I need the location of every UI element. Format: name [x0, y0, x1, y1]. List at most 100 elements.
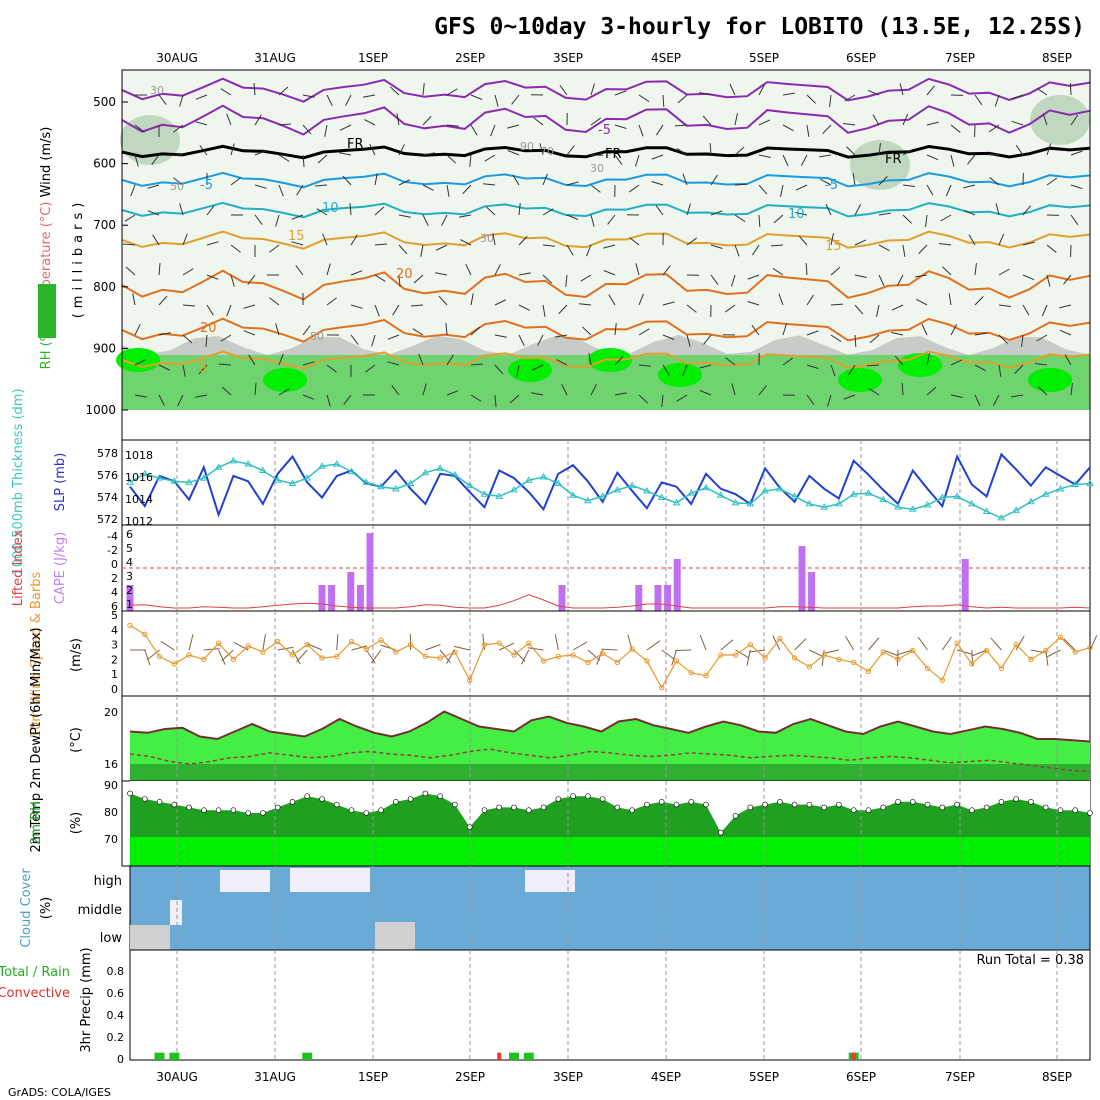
precip-total-bar	[154, 1052, 165, 1060]
wind-point	[319, 655, 325, 661]
cape-tick: 3	[126, 570, 133, 583]
thickness-point	[185, 478, 193, 485]
cloud-block	[525, 870, 575, 892]
precip-tick: 0.6	[107, 987, 125, 1000]
wind-point	[348, 638, 355, 645]
rh-point	[540, 804, 547, 811]
precip-total-bar	[509, 1052, 519, 1060]
thickness-point	[598, 492, 607, 499]
thickness-point	[805, 499, 814, 507]
wind-point	[260, 649, 266, 655]
li-label: Lifted Index	[11, 529, 26, 606]
precip-total-label: Total / Rain	[0, 965, 70, 980]
date-label: 5SEP	[749, 51, 779, 65]
rh-point	[230, 807, 237, 814]
rh-point	[1057, 807, 1064, 814]
rh-unit: (%)	[69, 812, 84, 835]
wind-point	[1072, 649, 1078, 655]
cloud-block	[220, 870, 270, 892]
rh-point	[836, 801, 842, 808]
wind-point	[1028, 656, 1034, 663]
rh-point	[614, 804, 621, 811]
thickness-point	[953, 492, 961, 499]
li-tick: 0	[111, 558, 118, 571]
precip-total-bar	[169, 1052, 180, 1060]
wind-point	[466, 677, 473, 683]
thickness-point	[332, 460, 341, 467]
li-tick: 4	[111, 586, 118, 599]
precip-tick: 0.8	[107, 965, 125, 978]
cloud-low: low	[100, 931, 123, 946]
rh-point	[496, 804, 503, 811]
wind-point	[437, 655, 443, 661]
pressure-tick: 700	[93, 218, 116, 232]
cloud-block	[170, 900, 182, 925]
precip-panel: 0.8 0.6 0.4 0.2 0 Run Total = 0.38 Total / R…	[0, 947, 1091, 1066]
slp-tick: 1016	[125, 471, 153, 484]
wind-point	[363, 646, 370, 652]
cape-bar	[126, 585, 134, 611]
slp-label: SLP (mb)	[53, 453, 68, 512]
thickness-point	[421, 468, 430, 476]
rh-contour-label: 30	[480, 232, 494, 245]
wind-point	[718, 652, 724, 658]
cape-bar	[356, 585, 364, 611]
credit-text: GrADS: COLA/IGES	[8, 1086, 111, 1099]
pressure-tick: 600	[93, 157, 116, 171]
precip-total-bar	[302, 1052, 313, 1060]
thickness-point	[967, 499, 976, 507]
rh-contour-label: 50	[310, 330, 324, 343]
pressure-tick: 1000	[85, 403, 116, 417]
thickness-tick: 578	[97, 447, 118, 460]
contour-labels: -5 -5 -5 FR FR FR 10 10 15 15 20 20 0 30 50 30 70 30 50 90	[150, 84, 902, 376]
rh-point	[570, 793, 576, 800]
temp-tick: 16	[104, 758, 118, 771]
date-label: 31AUG	[254, 51, 296, 65]
thickness-series	[129, 460, 1091, 519]
rh-point	[599, 796, 606, 802]
thickness-point	[436, 464, 445, 471]
cape-bar	[347, 572, 355, 611]
wind-point	[924, 665, 931, 672]
rh-contour-label: 30	[150, 84, 164, 97]
rh-tick: 90	[104, 779, 118, 792]
cape-bar	[366, 533, 374, 611]
rh-point	[777, 798, 783, 805]
thickness-point	[702, 483, 710, 491]
li-tick: 6	[111, 600, 118, 613]
thickness-point	[687, 489, 696, 496]
wind-point	[688, 670, 694, 676]
rh-point	[452, 801, 458, 808]
thickness-point	[362, 478, 371, 485]
thickness-tick: 574	[97, 491, 118, 504]
thickness-point	[716, 491, 725, 498]
date-label: 1SEP	[358, 51, 388, 65]
temperature-contours	[121, 77, 1091, 370]
rh-point	[1028, 798, 1034, 805]
date-axis-top: 30AUG 31AUG 1SEP 2SEP 3SEP 4SEP 5SEP 6SEP 7SEP 8S…	[156, 51, 1072, 65]
rh-point	[171, 801, 178, 808]
rh-point	[703, 801, 709, 808]
cloud-block	[290, 868, 370, 892]
thickness-tick: 572	[97, 513, 118, 526]
wind-speed-line	[127, 622, 1093, 691]
cape-bar	[654, 585, 662, 611]
rh-point	[407, 796, 414, 802]
date-label: 6SEP	[846, 1070, 876, 1084]
wind-point	[526, 640, 532, 646]
li-tick: -4	[107, 530, 118, 543]
thickness-point	[938, 493, 947, 500]
wind-point	[910, 647, 916, 654]
rh-point	[1042, 804, 1049, 811]
thickness-point	[613, 485, 622, 493]
rh-point	[658, 798, 665, 805]
rh-point	[688, 798, 695, 805]
cape-bar	[635, 585, 643, 611]
rh-point	[969, 807, 975, 814]
thickness-point	[155, 474, 164, 481]
wind-point	[614, 659, 621, 666]
wind-point	[644, 658, 650, 664]
pressure-axis-label: (millibars)	[71, 198, 86, 319]
wind-point	[629, 646, 635, 652]
